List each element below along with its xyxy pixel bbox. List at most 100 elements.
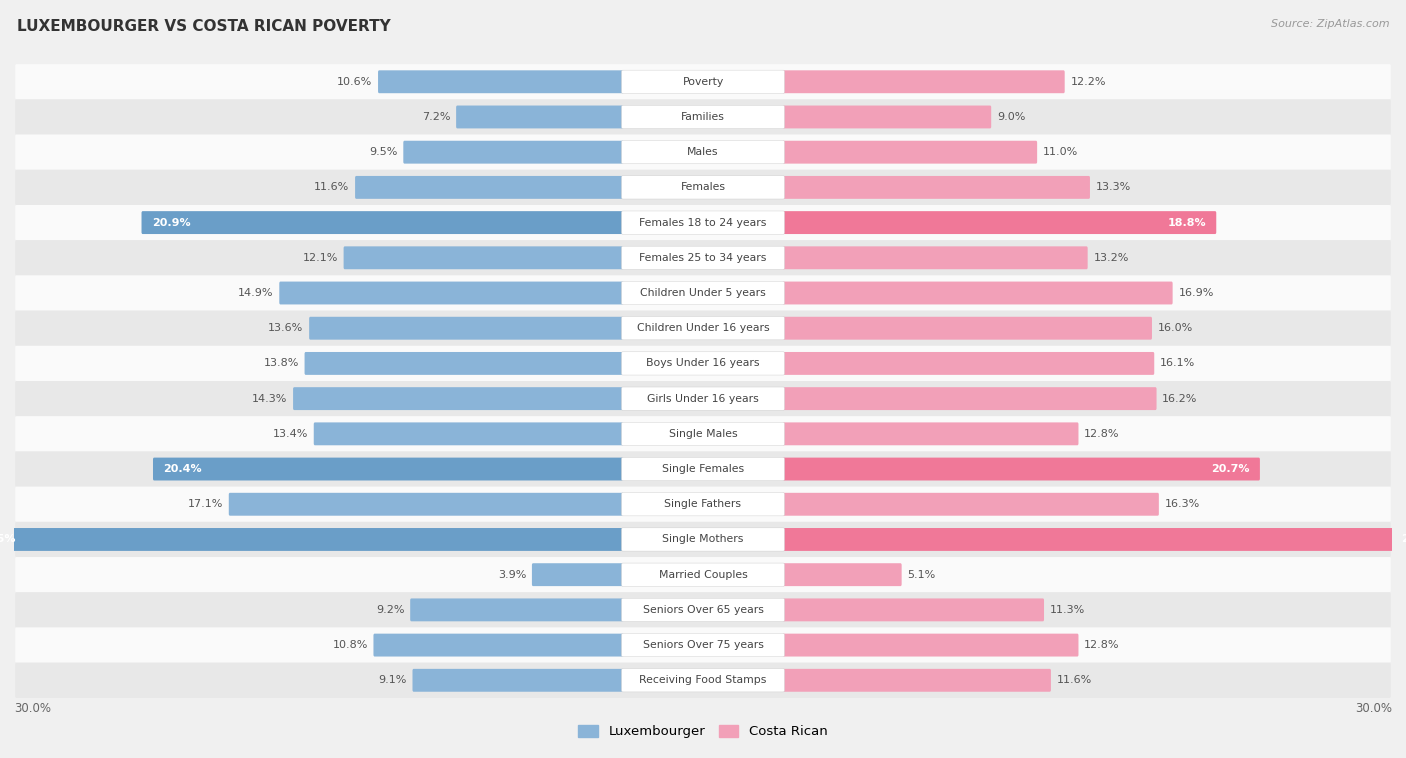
Text: 16.0%: 16.0% — [1157, 323, 1192, 334]
Text: LUXEMBOURGER VS COSTA RICAN POVERTY: LUXEMBOURGER VS COSTA RICAN POVERTY — [17, 19, 391, 34]
Text: 7.2%: 7.2% — [422, 112, 450, 122]
Text: 9.1%: 9.1% — [378, 675, 406, 685]
FancyBboxPatch shape — [531, 563, 624, 586]
Text: 18.8%: 18.8% — [1167, 218, 1206, 227]
FancyBboxPatch shape — [621, 176, 785, 199]
FancyBboxPatch shape — [621, 669, 785, 692]
Text: 3.9%: 3.9% — [498, 570, 526, 580]
Text: 16.9%: 16.9% — [1178, 288, 1213, 298]
FancyBboxPatch shape — [15, 170, 1391, 205]
FancyBboxPatch shape — [782, 141, 1038, 164]
FancyBboxPatch shape — [782, 176, 1090, 199]
Text: 13.4%: 13.4% — [273, 429, 308, 439]
FancyBboxPatch shape — [782, 669, 1050, 692]
Text: 11.6%: 11.6% — [1057, 675, 1092, 685]
FancyBboxPatch shape — [411, 598, 624, 622]
Text: 9.5%: 9.5% — [370, 147, 398, 157]
Text: 16.1%: 16.1% — [1160, 359, 1195, 368]
Text: 28.5%: 28.5% — [0, 534, 15, 544]
FancyBboxPatch shape — [782, 317, 1152, 340]
FancyBboxPatch shape — [782, 528, 1406, 551]
FancyBboxPatch shape — [782, 246, 1088, 269]
FancyBboxPatch shape — [15, 416, 1391, 452]
Text: Males: Males — [688, 147, 718, 157]
FancyBboxPatch shape — [314, 422, 624, 445]
FancyBboxPatch shape — [782, 105, 991, 128]
Text: Married Couples: Married Couples — [658, 570, 748, 580]
Text: 12.1%: 12.1% — [302, 253, 337, 263]
FancyBboxPatch shape — [621, 493, 785, 516]
FancyBboxPatch shape — [15, 487, 1391, 522]
FancyBboxPatch shape — [621, 281, 785, 305]
FancyBboxPatch shape — [782, 493, 1159, 515]
FancyBboxPatch shape — [378, 70, 624, 93]
FancyBboxPatch shape — [782, 352, 1154, 375]
Text: 13.8%: 13.8% — [263, 359, 299, 368]
Text: Single Males: Single Males — [669, 429, 737, 439]
Text: Boys Under 16 years: Boys Under 16 years — [647, 359, 759, 368]
FancyBboxPatch shape — [621, 246, 785, 269]
Text: Seniors Over 75 years: Seniors Over 75 years — [643, 640, 763, 650]
FancyBboxPatch shape — [15, 275, 1391, 311]
Text: 30.0%: 30.0% — [1355, 702, 1392, 715]
Text: 20.4%: 20.4% — [163, 464, 202, 474]
FancyBboxPatch shape — [621, 528, 785, 551]
FancyBboxPatch shape — [15, 99, 1391, 135]
Text: Single Fathers: Single Fathers — [665, 500, 741, 509]
Text: 13.6%: 13.6% — [269, 323, 304, 334]
Text: 14.9%: 14.9% — [238, 288, 274, 298]
Text: 12.8%: 12.8% — [1084, 640, 1119, 650]
Text: 16.3%: 16.3% — [1164, 500, 1199, 509]
FancyBboxPatch shape — [621, 387, 785, 410]
Text: 9.2%: 9.2% — [375, 605, 405, 615]
FancyBboxPatch shape — [782, 211, 1216, 234]
FancyBboxPatch shape — [782, 563, 901, 586]
Text: Source: ZipAtlas.com: Source: ZipAtlas.com — [1271, 19, 1389, 29]
FancyBboxPatch shape — [15, 346, 1391, 381]
FancyBboxPatch shape — [0, 528, 624, 551]
FancyBboxPatch shape — [153, 458, 624, 481]
Text: Females 18 to 24 years: Females 18 to 24 years — [640, 218, 766, 227]
Text: 9.0%: 9.0% — [997, 112, 1025, 122]
FancyBboxPatch shape — [621, 422, 785, 446]
FancyBboxPatch shape — [374, 634, 624, 656]
FancyBboxPatch shape — [15, 240, 1391, 275]
FancyBboxPatch shape — [15, 628, 1391, 662]
Text: 30.0%: 30.0% — [14, 702, 51, 715]
Text: 10.6%: 10.6% — [337, 77, 373, 86]
FancyBboxPatch shape — [305, 352, 624, 375]
FancyBboxPatch shape — [15, 662, 1391, 698]
FancyBboxPatch shape — [621, 317, 785, 340]
FancyBboxPatch shape — [309, 317, 624, 340]
Text: Receiving Food Stamps: Receiving Food Stamps — [640, 675, 766, 685]
FancyBboxPatch shape — [621, 211, 785, 234]
FancyBboxPatch shape — [621, 140, 785, 164]
Text: 12.8%: 12.8% — [1084, 429, 1119, 439]
Text: 11.3%: 11.3% — [1050, 605, 1085, 615]
FancyBboxPatch shape — [621, 563, 785, 586]
Text: 13.2%: 13.2% — [1094, 253, 1129, 263]
FancyBboxPatch shape — [15, 205, 1391, 240]
FancyBboxPatch shape — [229, 493, 624, 515]
FancyBboxPatch shape — [782, 634, 1078, 656]
FancyBboxPatch shape — [356, 176, 624, 199]
FancyBboxPatch shape — [292, 387, 624, 410]
Text: 29.0%: 29.0% — [1402, 534, 1406, 544]
FancyBboxPatch shape — [404, 141, 624, 164]
Text: Families: Families — [681, 112, 725, 122]
Text: 10.8%: 10.8% — [332, 640, 368, 650]
Text: 12.2%: 12.2% — [1070, 77, 1107, 86]
FancyBboxPatch shape — [15, 452, 1391, 487]
Text: Seniors Over 65 years: Seniors Over 65 years — [643, 605, 763, 615]
Text: Poverty: Poverty — [682, 77, 724, 86]
FancyBboxPatch shape — [621, 634, 785, 656]
FancyBboxPatch shape — [15, 135, 1391, 170]
Text: Single Females: Single Females — [662, 464, 744, 474]
FancyBboxPatch shape — [15, 522, 1391, 557]
FancyBboxPatch shape — [456, 105, 624, 128]
Text: Girls Under 16 years: Girls Under 16 years — [647, 393, 759, 403]
FancyBboxPatch shape — [15, 381, 1391, 416]
FancyBboxPatch shape — [15, 311, 1391, 346]
FancyBboxPatch shape — [782, 387, 1157, 410]
Text: Single Mothers: Single Mothers — [662, 534, 744, 544]
